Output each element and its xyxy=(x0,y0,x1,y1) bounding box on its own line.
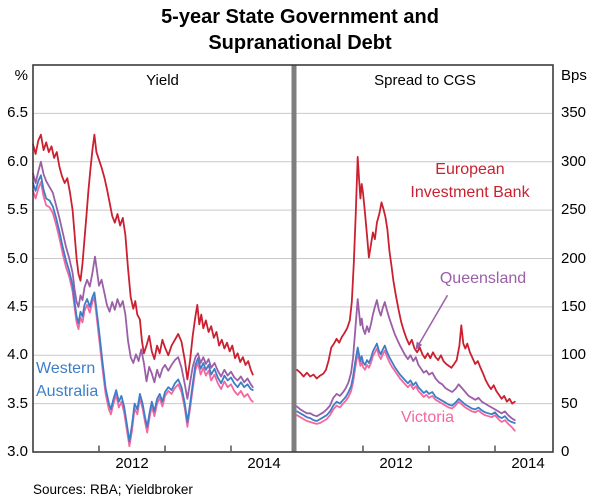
series-line-european-investment-bank xyxy=(296,155,516,405)
right-axis-tick-label: 100 xyxy=(561,346,587,364)
series-line-queensland xyxy=(32,160,254,400)
queensland-annotation-arrow xyxy=(415,294,449,349)
left-axis-unit-label: % xyxy=(14,67,28,84)
source-note: Sources: RBA; Yieldbroker xyxy=(33,482,193,497)
x-axis-year-label: 2012 xyxy=(379,455,413,472)
panel-title-yield: Yield xyxy=(146,72,179,89)
right-axis-tick-label: 200 xyxy=(561,249,587,267)
chart-title-line1: 5-year State Government and xyxy=(161,6,439,28)
series-label-western-australia-line1: Western xyxy=(36,360,96,377)
x-axis-year-label: 2014 xyxy=(247,455,281,472)
queensland-annotation-arrowhead xyxy=(415,341,423,351)
plot-frame xyxy=(32,64,554,453)
left-axis-tick-label: 5.5 xyxy=(7,201,28,219)
panel-title-spread-to-cgs: Spread to CGS xyxy=(374,72,476,89)
series-label-european-investment-bank: European Investment Bank xyxy=(370,158,570,204)
left-axis-tick-label: 5.0 xyxy=(7,249,28,267)
left-axis-tick-label: 4.5 xyxy=(7,297,28,315)
chart-title-line2: Supranational Debt xyxy=(208,32,392,54)
x-axis-year-label: 2014 xyxy=(511,455,545,472)
series-label-eib-line1: European xyxy=(435,161,505,178)
right-axis-tick-label: 350 xyxy=(561,104,587,122)
series-label-victoria: Victoria xyxy=(400,409,455,426)
series-line-western-australia xyxy=(32,174,254,443)
series-label-western-australia: Western Australia xyxy=(36,357,98,403)
series-label-eib-line2: Investment Bank xyxy=(410,184,530,201)
series-label-western-australia-line2: Australia xyxy=(36,383,99,400)
series-label-queensland: Queensland xyxy=(439,270,527,287)
left-axis-tick-label: 4.0 xyxy=(7,346,28,364)
x-axis-year-label: 2012 xyxy=(115,455,149,472)
right-axis-tick-label: 0 xyxy=(561,443,570,460)
left-axis-tick-label: 6.5 xyxy=(7,104,28,122)
right-axis-tick-label: 250 xyxy=(561,201,587,219)
left-axis-tick-label: 3.5 xyxy=(7,394,28,412)
right-axis-unit-label: Bps xyxy=(561,67,587,84)
panel-divider xyxy=(291,65,297,452)
right-axis-tick-label: 300 xyxy=(561,152,587,170)
left-axis-tick-label: 6.0 xyxy=(7,152,28,170)
left-axis-tick-label: 3.0 xyxy=(7,443,28,460)
series-line-victoria xyxy=(296,347,516,432)
right-axis-tick-label: 150 xyxy=(561,297,587,315)
series-line-european-investment-bank xyxy=(32,133,254,381)
right-axis-tick-label: 50 xyxy=(561,394,578,412)
series-line-queensland xyxy=(296,298,516,422)
series-line-western-australia xyxy=(296,342,516,424)
